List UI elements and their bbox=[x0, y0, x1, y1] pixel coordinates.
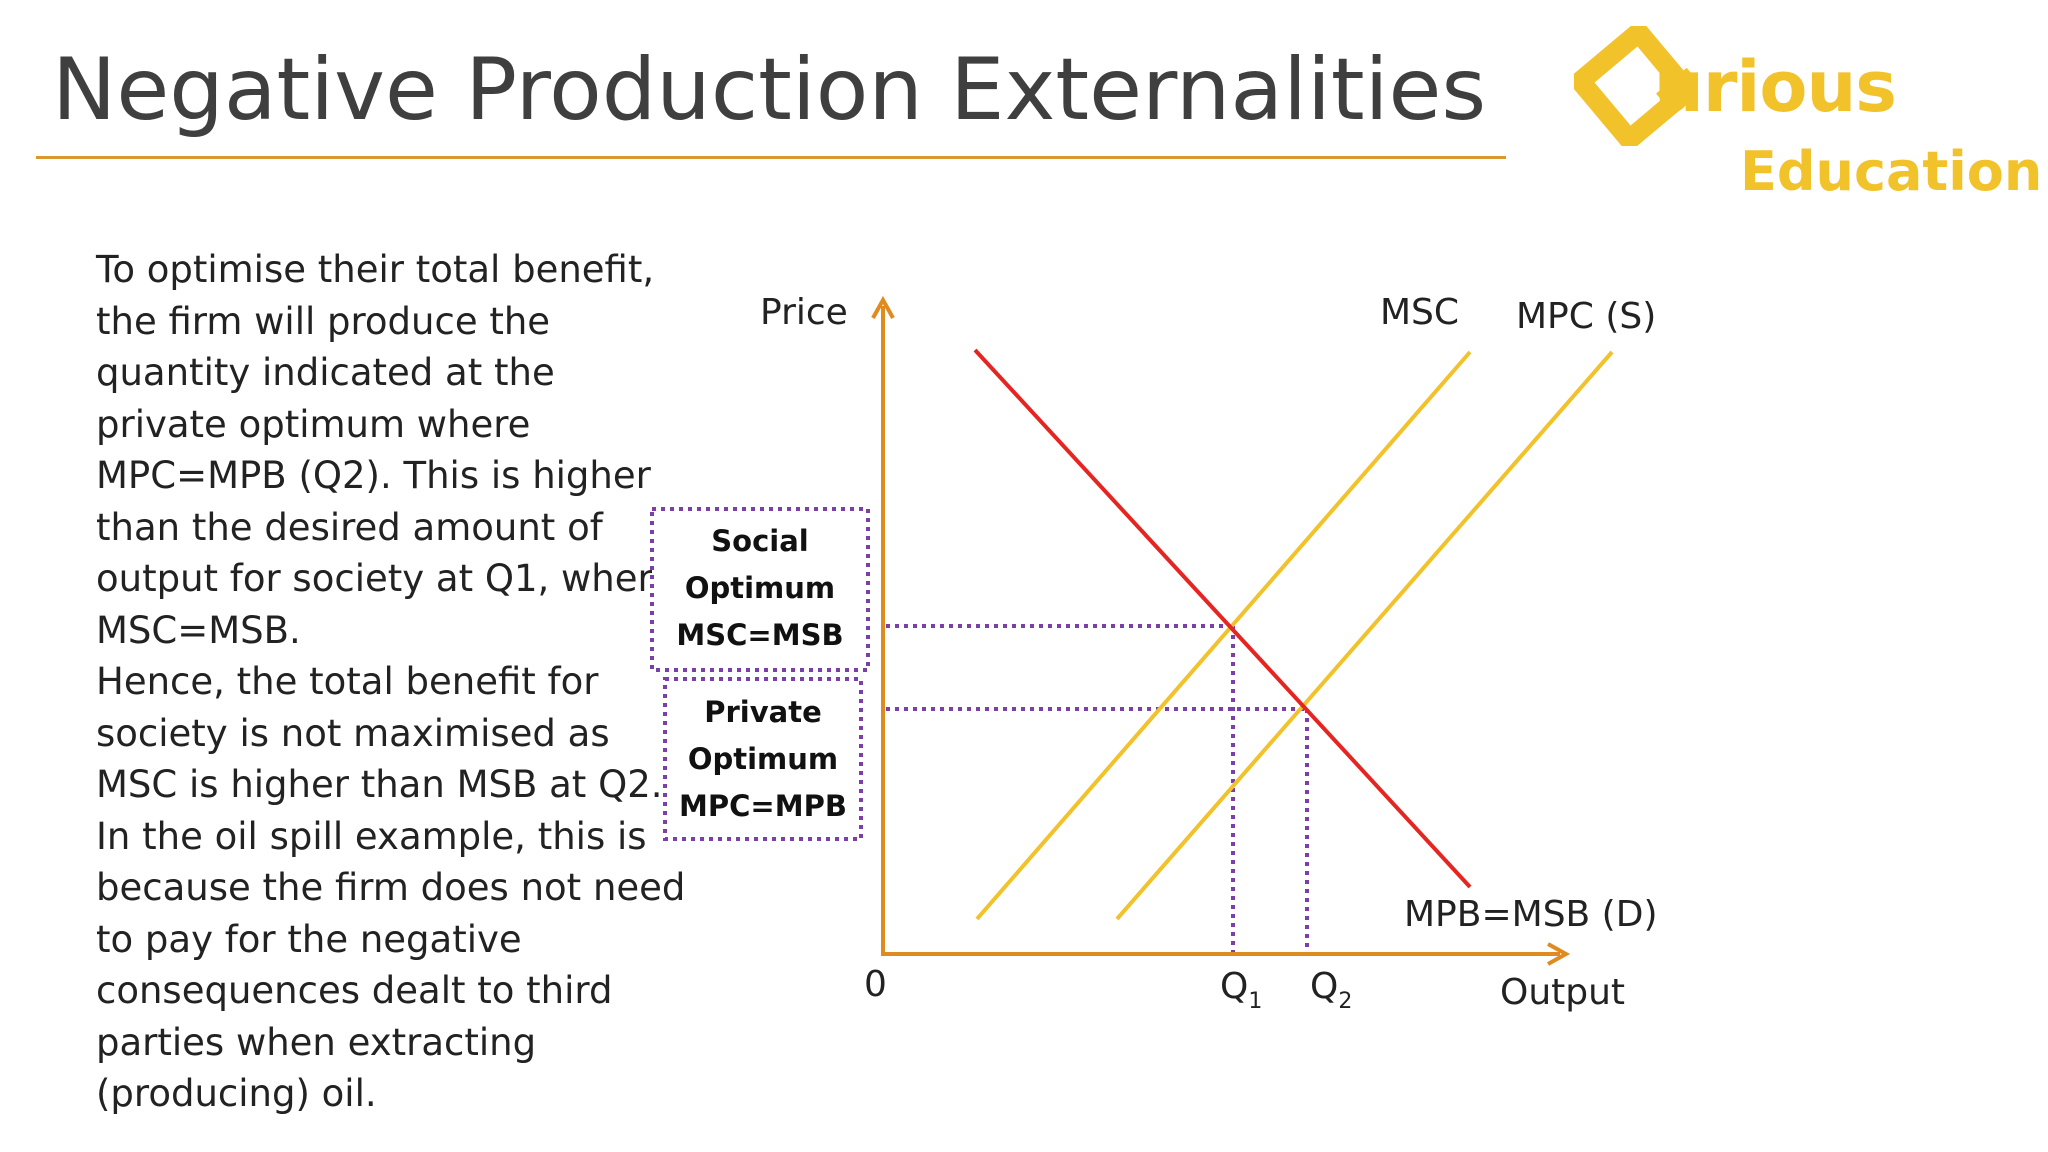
mpc-supply-curve bbox=[1115, 350, 1614, 921]
q-logo-mark-icon bbox=[1574, 26, 1694, 146]
x-axis-arrowhead-icon bbox=[1547, 942, 1571, 966]
msc-curve bbox=[975, 350, 1472, 921]
social-optimum-line-3: MSC=MSB bbox=[676, 618, 843, 652]
demand-curve bbox=[973, 348, 1472, 889]
logo-wordmark: urious bbox=[1654, 46, 1897, 128]
x-axis-label: Output bbox=[1500, 972, 1625, 1013]
social-optimum-box: Social Optimum MSC=MSB bbox=[650, 507, 870, 672]
explanation-paragraph-1: To optimise their total benefit, the fir… bbox=[96, 248, 675, 652]
explanation-paragraph-2: Hence, the total benefit for society is … bbox=[96, 660, 686, 1115]
y-axis-label: Price bbox=[760, 292, 848, 333]
logo-subtitle: Education bbox=[1740, 140, 2043, 203]
private-optimum-line-2: Optimum bbox=[688, 742, 838, 776]
private-optimum-box: Private Optimum MPC=MPB bbox=[663, 677, 863, 841]
title-underline bbox=[36, 156, 1506, 159]
q1-label: Q1 bbox=[1220, 966, 1262, 1014]
private-optimum-line-3: MPC=MPB bbox=[679, 789, 847, 823]
msc-label: MSC bbox=[1380, 292, 1459, 333]
demand-label: MPB=MSB (D) bbox=[1404, 894, 1658, 935]
origin-label: 0 bbox=[864, 964, 887, 1005]
social-optimum-line-1: Social bbox=[711, 524, 808, 558]
qurious-education-logo: urious Education bbox=[1574, 22, 2042, 212]
mpc-label: MPC (S) bbox=[1516, 296, 1656, 337]
q2-label: Q2 bbox=[1310, 966, 1352, 1014]
page-title: Negative Production Externalities bbox=[52, 40, 1487, 140]
social-optimum-line-2: Optimum bbox=[685, 571, 835, 605]
y-axis-arrowhead-icon bbox=[871, 295, 895, 319]
private-optimum-line-1: Private bbox=[704, 695, 822, 729]
